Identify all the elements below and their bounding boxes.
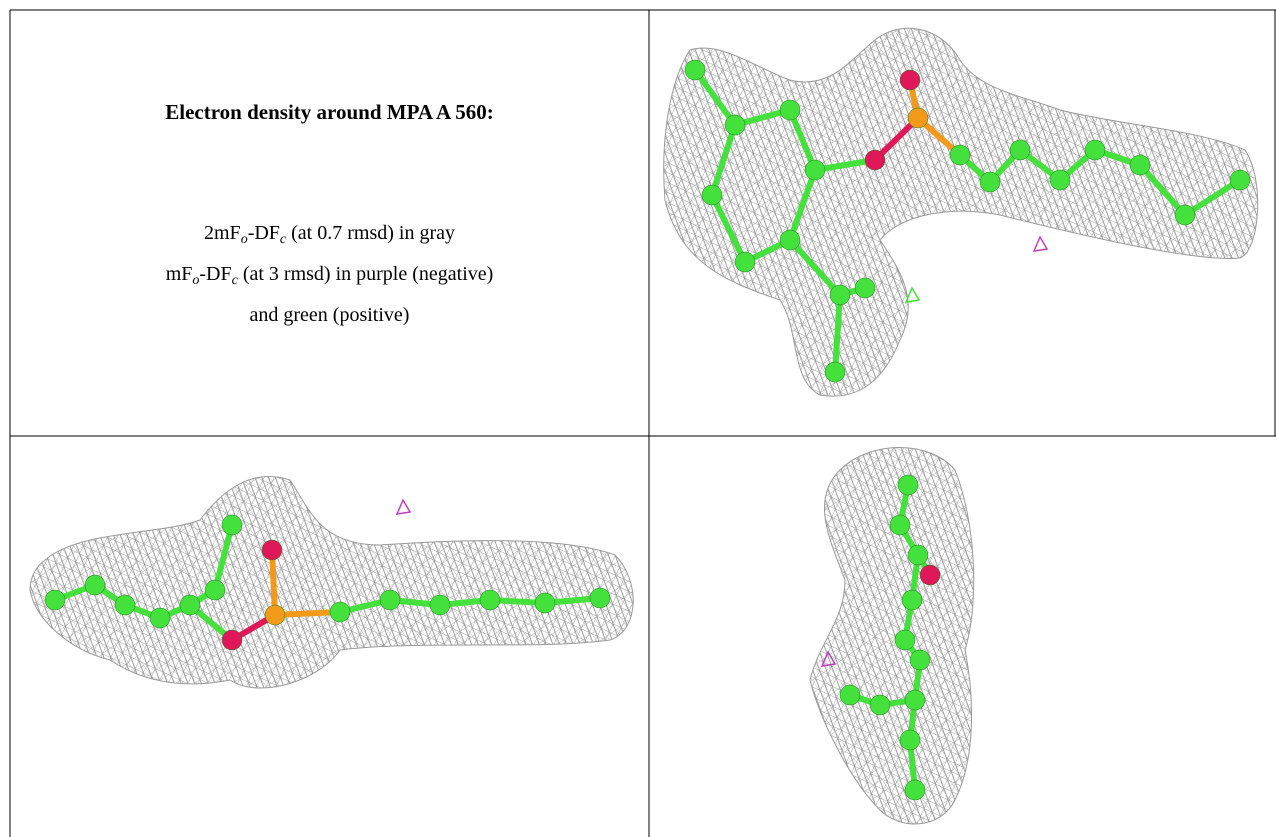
atom [824,361,846,383]
caption-text: 2mF [204,222,241,244]
atom [899,69,921,91]
atom [904,689,926,711]
caption-text: -DF [199,263,232,285]
atom [534,592,556,614]
atom [779,99,801,121]
caption-text: o [240,232,248,247]
difference-density [395,498,412,515]
atom [221,629,243,651]
atom [1129,154,1151,176]
atom [864,149,886,171]
density-mesh [663,28,1258,397]
atom [854,277,876,299]
atom [949,144,971,166]
caption-text: (at 3 rmsd) in purple (negative) [237,263,494,285]
bond [832,292,843,375]
atom [909,649,931,671]
caption-line: 2mFo-DFc (at 0.7 rmsd) in gray [10,216,649,257]
atom [204,579,226,601]
atom [869,694,891,716]
atom [889,514,911,536]
atom [264,604,286,626]
atom [1009,139,1031,161]
density-mesh [810,447,974,824]
bond [1137,162,1188,218]
caption-cell: Electron density around MPA A 560: 2mFo-… [10,10,649,436]
atom [779,229,801,251]
atom [179,594,201,616]
table-borders [9,9,1276,837]
atom [979,171,1001,193]
bond [212,522,235,593]
bond [709,192,748,265]
bond [692,67,738,128]
atom [897,474,919,496]
caption-text: o [192,273,200,288]
bond [1182,177,1243,218]
bond [787,107,818,173]
atom [919,564,941,586]
atom [701,184,723,206]
atom [839,684,861,706]
atom [724,114,746,136]
atom [479,589,501,611]
difference-density [904,286,921,303]
atom [1084,139,1106,161]
atom [829,284,851,306]
bond [269,547,278,618]
atom [1174,204,1196,226]
bond [787,167,818,243]
caption-text: mF [165,263,193,285]
atom [907,107,929,129]
bond [787,237,843,298]
atom [1049,169,1071,191]
atom [684,59,706,81]
atom [84,574,106,596]
atom [221,514,243,536]
atom [589,587,611,609]
atom [379,589,401,611]
atom [429,594,451,616]
ball-and-stick-model [44,59,1251,801]
caption-line: and green (positive) [10,298,649,332]
caption-line: mFo-DFc (at 3 rmsd) in purple (negative) [10,257,649,298]
atom [894,629,916,651]
atom [901,589,923,611]
caption-title: Electron density around MPA A 560: [165,100,494,124]
caption-lines: 2mFo-DFc (at 0.7 rmsd) in gray mFo-DFc (a… [10,216,649,332]
caption-text: c [231,273,238,288]
density-mesh [30,476,634,689]
molecule-renderings [29,27,1259,825]
atom [114,594,136,616]
difference-density [820,650,837,667]
atom [899,729,921,751]
caption-text: (at 0.7 rmsd) in gray [286,222,455,244]
atom [329,601,351,623]
atom [1229,169,1251,191]
atom [904,779,926,801]
bond [709,122,738,198]
atom [907,544,929,566]
atom [44,589,66,611]
atom [149,607,171,629]
bond [272,609,343,618]
caption-text: -DF [247,222,280,244]
atom [261,539,283,561]
atom [804,159,826,181]
difference-density [1032,235,1049,252]
caption-text: and green (positive) [249,304,410,326]
caption-text: c [279,232,287,247]
atom [734,251,756,273]
